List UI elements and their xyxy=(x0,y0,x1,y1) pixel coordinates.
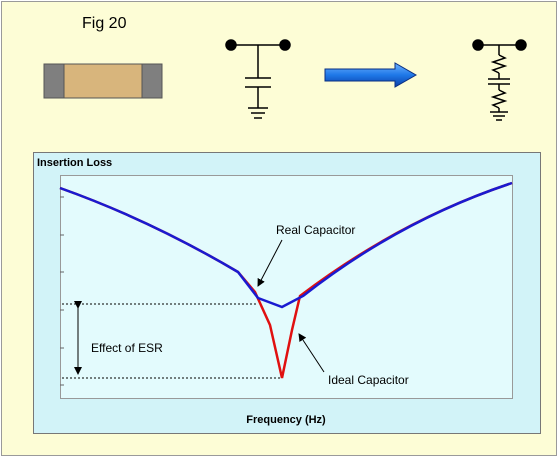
fig-title: Fig 20 xyxy=(82,15,127,32)
real-label: Real Capacitor xyxy=(276,223,355,237)
esr-label: Effect of ESR xyxy=(91,341,163,355)
capacitor-part xyxy=(44,64,162,98)
x-axis-label: Frequency (Hz) xyxy=(246,414,326,426)
page: {"header": {"title": "Fig 20"}, "plot": … xyxy=(0,0,558,457)
figure: Fig 20 Insertion Lo xyxy=(0,0,558,457)
plot-title: Insertion Loss xyxy=(37,157,112,169)
ideal-label: Ideal Capacitor xyxy=(328,373,409,387)
